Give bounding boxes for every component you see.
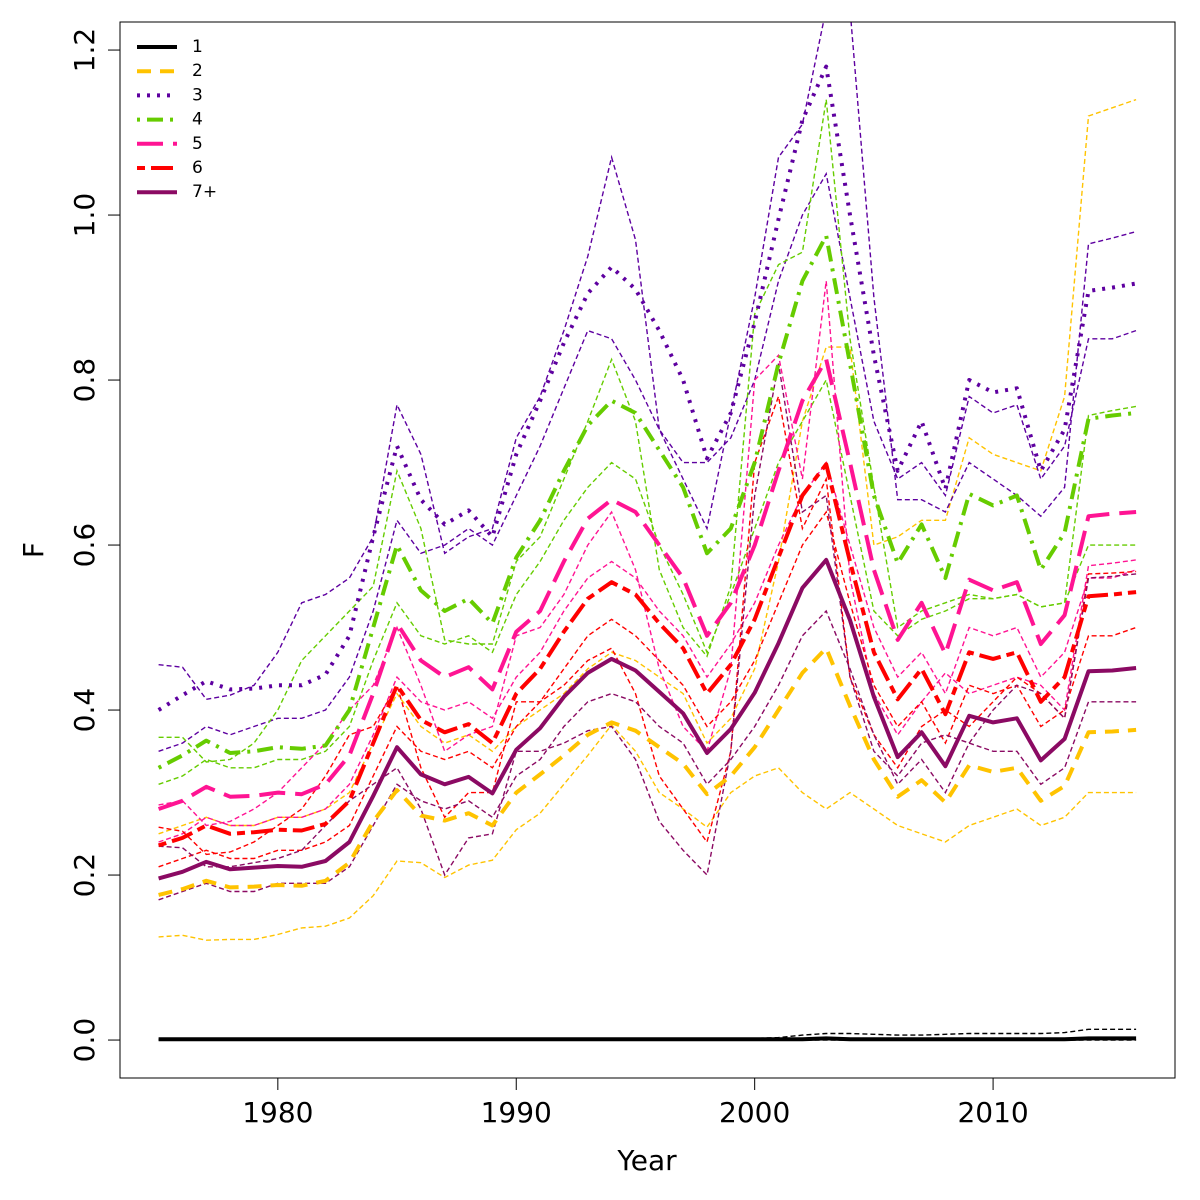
band-line (158, 99, 1137, 763)
band-line (158, 393, 1137, 856)
series-line (158, 462, 1137, 848)
y-tick-label: 1.0 (68, 193, 101, 238)
legend-label: 1 (192, 37, 203, 57)
band-line (158, 280, 1137, 827)
plot-frame (119, 21, 1176, 1079)
y-tick-label: 0.4 (68, 688, 101, 733)
legend-label: 5 (192, 134, 203, 154)
series-line (158, 1036, 1137, 1042)
x-tick-label: 2000 (719, 1096, 790, 1129)
legend-label: 3 (192, 85, 203, 105)
band-line (158, 98, 1137, 835)
band-line (158, 22, 1137, 701)
legend-label: 4 (192, 110, 203, 130)
x-tick-label: 2010 (957, 1096, 1028, 1129)
y-tick-label: 0.8 (68, 358, 101, 403)
legend-label: 7+ (192, 182, 217, 202)
y-tick-label: 1.2 (68, 28, 101, 73)
band-line (158, 363, 1137, 877)
series-line (158, 646, 1137, 897)
plot-area (157, 22, 1137, 1042)
band-line (158, 609, 1137, 901)
x-axis-title: Year (616, 1144, 677, 1177)
y-axis-title: F (17, 542, 50, 558)
band-line (158, 378, 1137, 785)
series-line (157, 64, 1137, 712)
series-line (158, 557, 1137, 881)
series-line (157, 357, 1137, 811)
series-line (157, 233, 1137, 770)
y-tick-label: 0.2 (68, 853, 101, 898)
y-tick-label: 0.0 (68, 1018, 101, 1063)
band-line (158, 723, 1137, 941)
legend-label: 2 (192, 61, 203, 81)
band-line (158, 461, 1137, 843)
legend-label: 6 (192, 158, 203, 178)
band-line (158, 171, 1137, 752)
y-tick-label: 0.6 (68, 523, 101, 568)
x-tick-label: 1990 (481, 1096, 552, 1129)
x-tick-label: 1980 (242, 1096, 313, 1129)
band-line (158, 510, 1137, 868)
